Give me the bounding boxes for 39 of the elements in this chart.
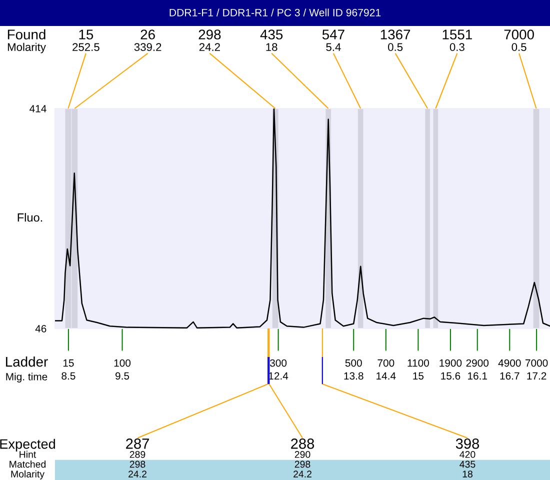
y-tick-label: 46 [35, 325, 46, 332]
y-tick-label: 414 [30, 105, 46, 112]
x-tick-label: 8.5 [62, 372, 76, 380]
band-label: 298 24.2 [198, 30, 221, 51]
x-tick-label: 16.1 [468, 372, 487, 380]
x-tick-label: 9.5 [116, 372, 130, 380]
band-label: 1551 0.3 [442, 30, 472, 52]
text: Found Molarity [8, 29, 46, 54]
text: Expected Hint Matched Molarity [0, 438, 55, 480]
text: 500 [345, 359, 362, 367]
text: 7000 [525, 359, 548, 367]
x-tick-label: 12.4 [268, 372, 288, 380]
band-label: 26 339.2 [134, 30, 162, 52]
x-tick-label: 17.2 [527, 372, 546, 380]
text: 300 [270, 359, 287, 367]
annotation: 287 289 298 24.2 [126, 438, 149, 478]
band-label: 547 5.4 [322, 30, 344, 52]
band-label: 1367 0.5 [380, 30, 410, 52]
chart-title: DDR1-F1 / DDR1-R1 / PC 3 / Well ID 967921 [170, 8, 381, 16]
annotation: 398 420 435 18 [456, 438, 480, 478]
text: 4900 [498, 359, 521, 367]
annotation: 288 290 298 24.2 [291, 438, 314, 478]
band-label: 7000 0.5 [504, 30, 534, 52]
band-label: 435 18 [260, 30, 283, 52]
line-series [55, 108, 550, 328]
text: 1100 [408, 359, 429, 367]
text: 100 [114, 359, 131, 367]
text: 1900 [440, 359, 462, 367]
text: 700 [378, 359, 394, 367]
x-tick-label: 15.6 [441, 372, 460, 380]
y-axis-title: Fluo. [18, 212, 42, 222]
text: 2900 [466, 359, 489, 367]
text: 15 [63, 359, 74, 367]
x-tick-label: 13.8 [344, 372, 364, 380]
band-label: 15 252.5 [72, 30, 100, 52]
x-axis-title: Ladder Mig. time [6, 356, 48, 382]
x-tick-label: 14.4 [376, 372, 396, 380]
x-tick-label: 16.7 [500, 372, 520, 380]
x-tick-label: 15 [413, 372, 424, 380]
